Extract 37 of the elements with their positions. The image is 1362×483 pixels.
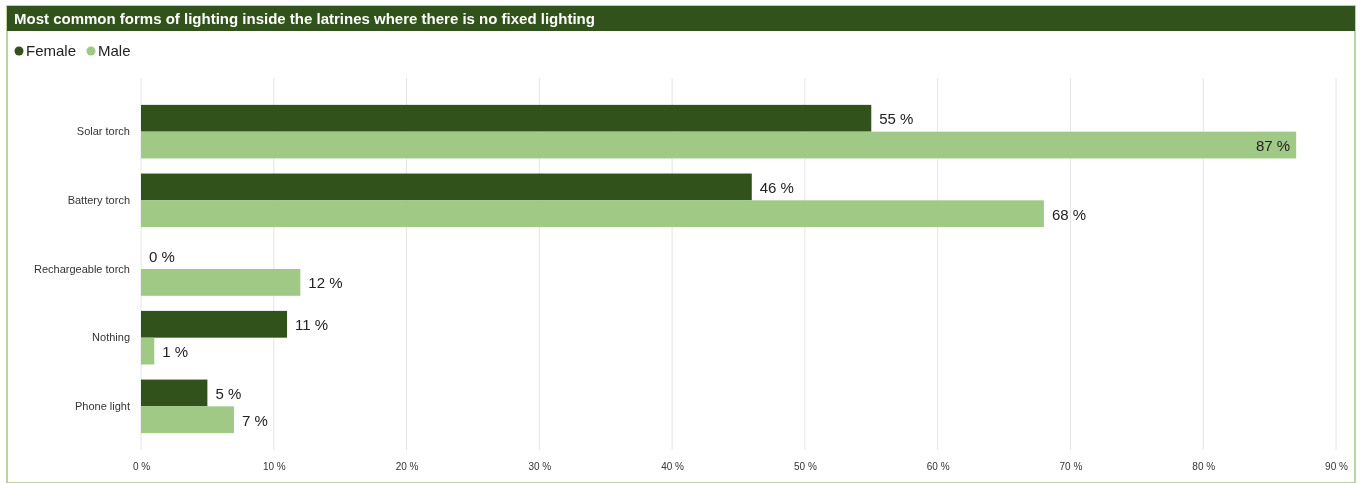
data-label: 0 % — [149, 247, 175, 265]
x-tick-label: 50 % — [793, 461, 817, 473]
legend-label: Female — [26, 42, 77, 59]
bar — [141, 379, 208, 407]
data-label: 46 % — [759, 178, 794, 196]
bar — [141, 269, 301, 296]
x-tick-label: 70 % — [1059, 461, 1083, 473]
data-label: 55 % — [879, 110, 914, 128]
y-tick-label: Battery torch — [67, 193, 130, 206]
bar — [141, 131, 1297, 159]
legend-label: Male — [98, 42, 131, 59]
bar — [141, 200, 1044, 228]
bar — [141, 104, 872, 132]
data-label: 12 % — [308, 274, 343, 292]
data-label: 5 % — [215, 384, 242, 402]
bar — [141, 337, 155, 365]
x-tick-label: 80 % — [1192, 461, 1216, 473]
data-label: 1 % — [162, 343, 189, 361]
x-tick-label: 90 % — [1325, 461, 1348, 473]
x-tick-label: 40 % — [661, 461, 685, 473]
bar — [141, 310, 288, 338]
y-tick-label: Phone light — [74, 399, 130, 412]
chart-title: Most common forms of lighting inside the latrines where there is no fixed lighting — [14, 10, 595, 27]
x-tick-label: 20 % — [395, 461, 419, 473]
x-tick-label: 60 % — [926, 461, 950, 473]
x-tick-label: 0 % — [132, 461, 151, 473]
y-tick-label: Rechargeable torch — [33, 262, 130, 275]
data-label: 11 % — [295, 316, 329, 334]
data-label: 68 % — [1051, 205, 1087, 223]
bar — [141, 173, 752, 201]
x-tick-label: 30 % — [528, 461, 552, 473]
data-label: 7 % — [241, 411, 268, 429]
y-tick-label: Nothing — [92, 331, 130, 344]
data-label: 87 % — [1255, 137, 1291, 155]
x-tick-label: 10 % — [262, 461, 286, 473]
bar — [141, 406, 234, 434]
y-tick-label: Solar torch — [76, 125, 130, 138]
